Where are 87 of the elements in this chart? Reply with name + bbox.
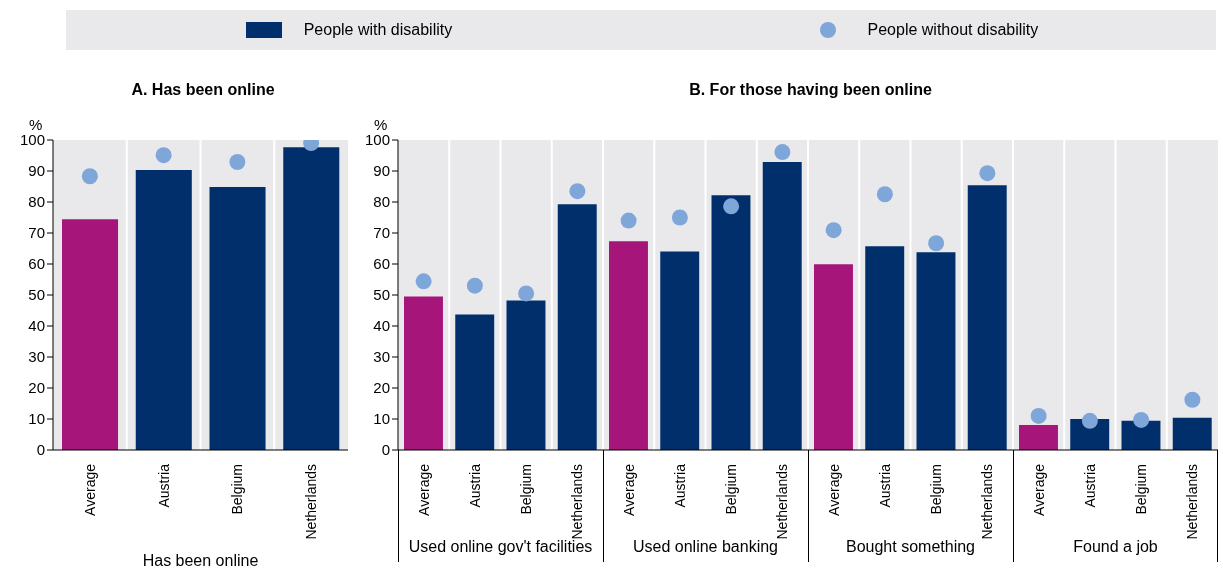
point — [620, 212, 637, 229]
x-tick-label: Belgium — [928, 464, 945, 515]
bar — [762, 162, 802, 450]
x-tick-label: Average — [1030, 463, 1047, 516]
x-tick-label: Average — [415, 463, 432, 516]
bar — [557, 204, 597, 450]
x-tick-label: Belgium — [723, 464, 740, 515]
point — [774, 144, 791, 161]
point — [1184, 391, 1201, 408]
legend-label: People with disability — [303, 21, 453, 39]
y-tick-label: 50 — [28, 286, 45, 304]
point — [569, 183, 586, 200]
y-tick-label: 60 — [373, 255, 390, 273]
point — [1081, 412, 1098, 429]
bar — [711, 195, 751, 450]
bar — [1172, 417, 1212, 450]
x-tick-label: Austria — [671, 463, 688, 508]
x-tick-label: Belgium — [229, 464, 246, 515]
bar — [283, 147, 340, 450]
bar — [967, 185, 1007, 450]
y-tick-label: 90 — [373, 162, 390, 180]
x-tick-label: Austria — [876, 463, 893, 508]
bar — [916, 252, 956, 450]
x-tick-label: Austria — [155, 463, 172, 508]
y-tick-label: 50 — [373, 286, 390, 304]
x-tick-label: Austria — [466, 463, 483, 508]
bar — [404, 296, 443, 450]
bar — [209, 187, 266, 450]
bar — [135, 170, 192, 450]
y-tick-label: 100 — [364, 131, 390, 149]
chart-title: B. For those having been online — [688, 80, 933, 100]
y-tick-label: 70 — [28, 224, 45, 242]
bar — [1019, 424, 1058, 450]
point — [518, 285, 535, 302]
point — [928, 235, 945, 252]
y-tick-label: 10 — [28, 410, 45, 428]
text: Used online banking — [632, 538, 778, 556]
chart-title: A. Has been online — [130, 80, 276, 100]
point — [415, 273, 432, 290]
y-tick-label: 30 — [373, 348, 390, 366]
y-tick-label: 80 — [28, 193, 45, 211]
y-tick-label: 100 — [19, 131, 45, 149]
text: Found a job — [1072, 538, 1159, 556]
y-axis-title: % — [374, 116, 388, 133]
y-tick-label: 60 — [28, 255, 45, 273]
point — [1030, 407, 1047, 424]
bar — [62, 219, 119, 450]
x-axis-title: Has been online — [141, 552, 260, 570]
bar — [506, 300, 546, 450]
text: Bought something — [845, 538, 976, 556]
y-tick-label: 70 — [373, 224, 390, 242]
point — [876, 186, 893, 203]
bar — [865, 246, 905, 450]
y-tick-label: 20 — [28, 379, 45, 397]
bar — [814, 264, 853, 450]
x-tick-label: Netherlands — [303, 464, 320, 540]
x-tick-label: Netherlands — [1184, 464, 1201, 540]
y-tick-label: 10 — [373, 410, 390, 428]
x-tick-label: Netherlands — [569, 464, 586, 540]
legend-label: People without disability — [867, 21, 1039, 39]
x-tick-label: Average — [825, 463, 842, 516]
point — [671, 209, 688, 226]
x-tick-label: Netherlands — [979, 464, 996, 540]
bar — [609, 241, 648, 450]
y-tick-label: 40 — [28, 317, 45, 335]
y-tick-label: 30 — [28, 348, 45, 366]
y-tick-label: 0 — [381, 441, 390, 459]
y-tick-label: 20 — [373, 379, 390, 397]
x-tick-label: Average — [620, 463, 637, 516]
x-tick-label: Netherlands — [774, 464, 791, 540]
point — [466, 277, 483, 294]
x-tick-label: Belgium — [518, 464, 535, 515]
x-tick-label: Belgium — [1133, 464, 1150, 515]
x-tick-label: Austria — [1081, 463, 1098, 508]
point — [979, 165, 996, 182]
y-tick-label: 40 — [373, 317, 390, 335]
point — [1133, 411, 1150, 428]
y-tick-label: 0 — [36, 441, 45, 459]
bar — [455, 314, 495, 450]
y-axis-title: % — [29, 116, 43, 133]
y-tick-label: 90 — [28, 162, 45, 180]
x-tick-label: Average — [81, 463, 98, 516]
text: Used online gov't facilities — [407, 538, 594, 556]
bar — [660, 251, 700, 450]
y-tick-label: 80 — [373, 193, 390, 211]
point — [723, 198, 740, 215]
point — [825, 222, 842, 239]
